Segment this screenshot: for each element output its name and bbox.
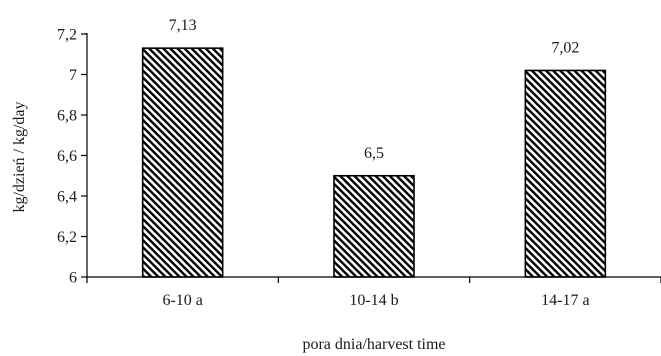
y-axis-label: kg/dzień / kg/day xyxy=(11,101,28,212)
x-axis-label: pora dnia/harvest time xyxy=(302,336,445,353)
bar xyxy=(524,69,607,278)
bar-value-label: 6,5 xyxy=(364,145,384,162)
x-tick-label: 10-14 b xyxy=(349,292,398,309)
data-labels: 7,13 6,5 7,02 xyxy=(169,17,580,162)
y-tick-label: 6,2 xyxy=(57,229,77,246)
bar-value-label: 7,02 xyxy=(551,39,579,56)
y-tick-label: 7 xyxy=(69,67,77,84)
x-tick-label: 6-10 a xyxy=(162,292,202,309)
y-tick-label: 7,2 xyxy=(57,27,77,44)
bar-value-label: 7,13 xyxy=(169,17,197,34)
y-tick-label: 6,4 xyxy=(57,189,77,206)
bar xyxy=(333,174,415,278)
y-tick-label: 6,8 xyxy=(57,108,77,125)
y-ticks: 6 6,2 6,4 6,6 6,8 7 7,2 xyxy=(57,27,87,287)
x-ticks: 6-10 a 10-14 b 14-17 a xyxy=(86,277,661,309)
bars-layer xyxy=(141,47,607,278)
y-tick-label: 6 xyxy=(69,270,77,287)
x-tick-label: 14-17 a xyxy=(541,292,589,309)
bar xyxy=(141,47,224,278)
y-tick-label: 6,6 xyxy=(57,148,77,165)
